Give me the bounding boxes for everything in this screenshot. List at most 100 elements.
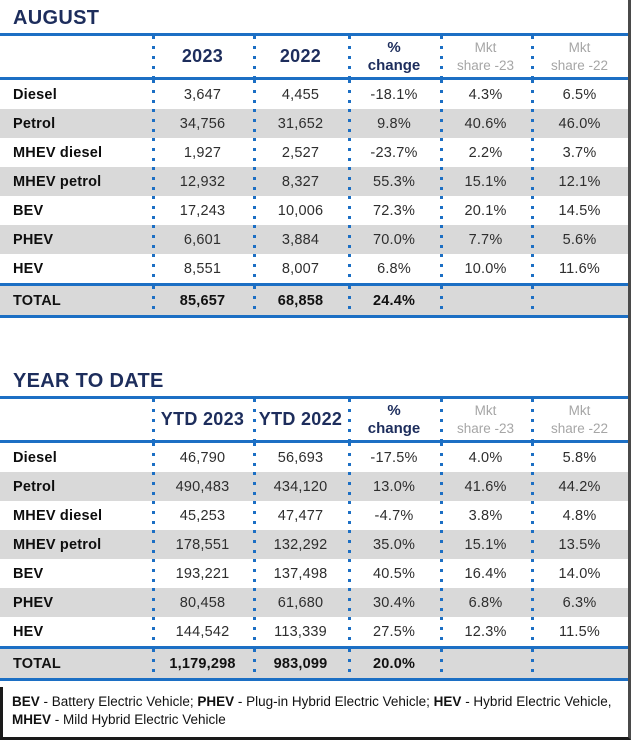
value-cell: 10,006 xyxy=(253,196,348,225)
row-label-cell: BEV xyxy=(13,202,44,219)
value-cell: 13.5% xyxy=(531,530,628,559)
row-label-cell: Diesel xyxy=(13,449,57,466)
value-cell: 80,458 xyxy=(152,588,253,617)
value-cell: 2,527 xyxy=(253,138,348,167)
value-cell: 434,120 xyxy=(253,472,348,501)
value-cell: 56,693 xyxy=(253,441,348,472)
value-cell: 4,455 xyxy=(253,78,348,109)
table-row: Petrol 490,483 434,120 13.0% 41.6% 44.2% xyxy=(0,472,628,501)
column-header-line: Mkt xyxy=(474,402,497,418)
table-row: MHEV petrol 178,551 132,292 35.0% 15.1% 13.5% xyxy=(0,530,628,559)
value-cell: 47,477 xyxy=(253,501,348,530)
table-row: MHEV diesel 1,927 2,527 -23.7% 2.2% 3.7% xyxy=(0,138,628,167)
value-cell: 3.8% xyxy=(440,501,531,530)
value-cell: 11.5% xyxy=(531,617,628,648)
value-cell: 10.0% xyxy=(440,254,531,285)
value-cell: 30.4% xyxy=(348,588,440,617)
value-cell: 2.2% xyxy=(440,138,531,167)
value-cell: 11.6% xyxy=(531,254,628,285)
value-cell: 4.3% xyxy=(440,78,531,109)
column-header: 2023 xyxy=(152,34,253,79)
value-cell: 35.0% xyxy=(348,530,440,559)
value-cell: 3,884 xyxy=(253,225,348,254)
section-title-august: AUGUST xyxy=(13,7,100,29)
table-row: BEV 17,243 10,006 72.3% 20.1% 14.5% xyxy=(0,196,628,225)
value-cell: 6.8% xyxy=(348,254,440,285)
table-row: MHEV diesel 45,253 47,477 -4.7% 3.8% 4.8% xyxy=(0,501,628,530)
value-cell: 14.0% xyxy=(531,559,628,588)
header-row: YTD 2023 YTD 2022% change Mkt share -23 Mkt sh… xyxy=(0,397,628,442)
column-header-line: 2023 xyxy=(181,46,224,66)
column-header: YTD 2023 xyxy=(152,397,253,442)
value-cell: 15.1% xyxy=(440,167,531,196)
table-row: HEV 144,542 113,339 27.5% 12.3% 11.5% xyxy=(0,617,628,648)
total-value-cell: 68,858 xyxy=(253,284,348,317)
column-header-blank xyxy=(0,35,152,79)
table-row: BEV 193,221 137,498 40.5% 16.4% 14.0% xyxy=(0,559,628,588)
value-cell: 113,339 xyxy=(253,617,348,648)
column-header-line: share -22 xyxy=(550,420,609,436)
column-header-line: 2022 xyxy=(279,46,322,66)
value-cell: 20.1% xyxy=(440,196,531,225)
column-header-line: YTD 2022 xyxy=(258,409,343,429)
column-header: 2022 xyxy=(253,34,348,79)
value-cell: 40.6% xyxy=(440,109,531,138)
row-label-cell: PHEV xyxy=(13,594,54,611)
table-row: PHEV 80,458 61,680 30.4% 6.8% 6.3% xyxy=(0,588,628,617)
legend-footnote: BEV - Battery Electric Vehicle; PHEV - P… xyxy=(0,686,628,737)
row-label-cell: HEV xyxy=(13,260,44,277)
value-cell: 6,601 xyxy=(152,225,253,254)
column-header: % change xyxy=(348,397,440,442)
total-label-cell: TOTAL xyxy=(13,292,61,309)
value-cell: 3,647 xyxy=(152,78,253,109)
value-cell: 8,327 xyxy=(253,167,348,196)
value-cell: 70.0% xyxy=(348,225,440,254)
ytd-table: YTD 2023 YTD 2022% change Mkt share -23 Mkt sh… xyxy=(0,396,628,681)
value-cell: 137,498 xyxy=(253,559,348,588)
column-header-line: Mkt xyxy=(568,402,591,418)
value-cell: 15.1% xyxy=(440,530,531,559)
value-cell: -18.1% xyxy=(348,78,440,109)
header-row: 2023 2022% change Mkt share -23 Mkt share -22 xyxy=(0,34,628,79)
column-header-blank xyxy=(0,398,152,442)
value-cell: 14.5% xyxy=(531,196,628,225)
value-cell: 3.7% xyxy=(531,138,628,167)
value-cell: 6.3% xyxy=(531,588,628,617)
column-header-line: share -23 xyxy=(456,57,515,73)
legend-acronym: BEV xyxy=(12,693,40,709)
value-cell: 13.0% xyxy=(348,472,440,501)
value-cell: 6.5% xyxy=(531,78,628,109)
column-header: Mkt share -22 xyxy=(531,397,628,442)
value-cell: 34,756 xyxy=(152,109,253,138)
table-row: HEV 8,551 8,007 6.8% 10.0% 11.6% xyxy=(0,254,628,285)
table-header: 2023 2022% change Mkt share -23 Mkt share -22 xyxy=(0,34,628,79)
value-cell: 144,542 xyxy=(152,617,253,648)
row-label-cell: HEV xyxy=(13,623,44,640)
legend-text: - Mild Hybrid Electric Vehicle xyxy=(51,712,226,728)
column-header-line: Mkt xyxy=(568,39,591,55)
total-value-cell xyxy=(531,284,628,317)
value-cell: 8,551 xyxy=(152,254,253,285)
total-value-cell: 1,179,298 xyxy=(152,647,253,680)
column-header-line: share -22 xyxy=(550,57,609,73)
value-cell: 27.5% xyxy=(348,617,440,648)
table-row: Diesel 46,790 56,693 -17.5% 4.0% 5.8% xyxy=(0,441,628,472)
total-value-cell: 85,657 xyxy=(152,284,253,317)
column-header-line: change xyxy=(367,56,421,74)
row-label-cell: PHEV xyxy=(13,231,54,248)
value-cell: 9.8% xyxy=(348,109,440,138)
column-header-line: YTD 2023 xyxy=(160,409,245,429)
row-label-cell: Petrol xyxy=(13,115,56,132)
value-cell: 72.3% xyxy=(348,196,440,225)
legend-acronym: MHEV xyxy=(12,712,52,728)
legend-text: - Plug-in Hybrid Electric Vehicle; xyxy=(234,693,434,709)
row-label-cell: Diesel xyxy=(13,86,57,103)
column-header: Mkt share -23 xyxy=(440,34,531,79)
row-label-cell: MHEV diesel xyxy=(13,507,103,524)
value-cell: 1,927 xyxy=(152,138,253,167)
row-label-cell: BEV xyxy=(13,565,44,582)
total-value-cell: 20.0% xyxy=(348,647,440,680)
table-row: Diesel 3,647 4,455 -18.1% 4.3% 6.5% xyxy=(0,78,628,109)
value-cell: 4.8% xyxy=(531,501,628,530)
total-row: TOTAL 1,179,298 983,099 20.0% xyxy=(0,647,628,680)
